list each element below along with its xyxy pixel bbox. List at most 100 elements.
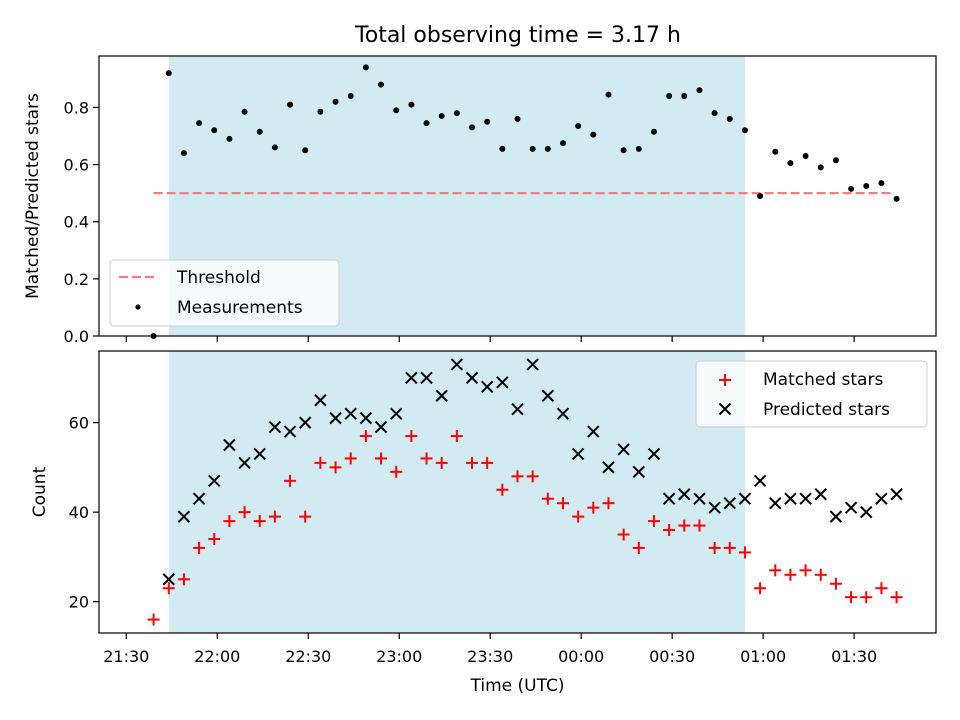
predicted-star-point — [723, 496, 736, 510]
y-tick-label: 60 — [69, 414, 89, 433]
predicted-star-point — [814, 488, 827, 501]
x-tick-label: 22:30 — [285, 647, 331, 666]
measurement-point — [453, 110, 460, 117]
marker-stroke — [177, 510, 191, 523]
marker-stroke — [829, 510, 843, 523]
matched-star-point — [223, 515, 236, 528]
measurement-point — [635, 145, 642, 152]
predicted-star-point — [253, 447, 266, 461]
matched-star-point — [663, 524, 676, 537]
y-tick-label: 0.2 — [64, 270, 89, 289]
measurement-point — [287, 101, 294, 108]
measurement-point — [514, 115, 521, 122]
predicted-star-point — [405, 371, 418, 385]
measurement-point — [529, 145, 536, 152]
legend-threshold-label: Threshold — [176, 268, 261, 288]
measurement-point — [423, 120, 430, 127]
predicted-star-point — [799, 492, 812, 505]
measurement-point — [741, 127, 748, 134]
y-axis-label: Matched/Predicted stars — [23, 93, 43, 299]
matched-star-point — [814, 568, 827, 581]
matched-star-point — [541, 492, 554, 505]
matched-star-point — [708, 541, 721, 554]
marker-stroke — [405, 371, 418, 385]
predicted-star-point — [738, 492, 752, 505]
matched-star-point — [435, 456, 448, 469]
matched-star-point — [284, 474, 297, 487]
matched-star-point — [329, 461, 342, 474]
measurement-point — [787, 160, 794, 167]
observing-window-shade — [168, 351, 745, 633]
y-tick-label: 0.8 — [64, 98, 89, 117]
predicted-star-point — [268, 420, 282, 434]
predicted-star-point — [223, 438, 236, 452]
y-tick-label: 0.4 — [64, 213, 89, 232]
marker-stroke — [511, 402, 524, 416]
predicted-star-point — [678, 488, 691, 501]
measurement-point — [302, 147, 309, 154]
measurement-point — [484, 118, 491, 125]
marker-stroke — [799, 492, 812, 505]
marker-stroke — [844, 501, 858, 514]
marker-stroke — [238, 456, 251, 470]
marker-stroke — [541, 389, 555, 402]
predicted-star-point — [450, 358, 464, 371]
matched-star-point — [162, 582, 175, 595]
marker-stroke — [359, 411, 373, 425]
x-tick-label: 23:00 — [376, 647, 422, 666]
measurement-points — [150, 64, 900, 339]
marker-stroke — [420, 371, 433, 385]
measurement-point — [271, 144, 278, 151]
predicted-star-point — [283, 425, 297, 438]
y-tick-label: 0.0 — [64, 327, 89, 346]
predicted-star-point — [602, 461, 615, 474]
shaded-span — [168, 351, 745, 633]
matched-star-point — [556, 497, 569, 510]
x-tick-label: 00:00 — [558, 647, 604, 666]
measurement-point — [848, 185, 855, 192]
matched-star-point — [602, 497, 615, 510]
matched-star-point — [875, 582, 888, 595]
measurement-point — [559, 140, 566, 147]
marker-stroke — [435, 389, 448, 402]
x-tick-label: 00:30 — [649, 647, 695, 666]
predicted-star-point — [844, 501, 858, 514]
predicted-star-point — [314, 394, 327, 407]
predicted-star-point — [829, 510, 843, 523]
marker-stroke — [526, 358, 539, 371]
marker-stroke — [223, 438, 236, 452]
predicted-star-point — [617, 443, 630, 456]
marker-stroke — [708, 501, 721, 514]
marker-stroke — [784, 492, 797, 505]
matched-star-point — [450, 430, 463, 443]
marker-stroke — [329, 411, 342, 425]
matched-star-point — [860, 591, 873, 604]
predicted-star-point — [632, 465, 646, 479]
matched-star-point — [193, 541, 206, 554]
marker-stroke — [693, 492, 706, 505]
measurement-point — [362, 64, 369, 71]
marker-stroke — [192, 492, 206, 505]
matched-star-point — [632, 541, 645, 554]
measurement-point — [469, 124, 476, 131]
measurement-point — [211, 127, 218, 134]
matched-star-point — [420, 452, 433, 465]
marker-stroke — [283, 425, 297, 438]
matched-star-point — [587, 501, 600, 514]
legend-predicted-swatch — [718, 402, 732, 416]
predicted-star-point — [769, 496, 782, 510]
marker-stroke — [718, 402, 732, 416]
matched-star-point — [147, 613, 160, 626]
marker-stroke — [632, 465, 646, 479]
marker-stroke — [374, 420, 388, 434]
predicted-star-point — [708, 501, 721, 514]
plot-frame — [98, 55, 937, 337]
matched-star-point — [314, 456, 327, 469]
marker-stroke — [465, 371, 479, 385]
legend-measurement-swatch — [135, 304, 141, 310]
predicted-star-point — [890, 488, 903, 501]
matched-star-point — [784, 568, 797, 581]
matched-star-point — [572, 510, 585, 523]
measurement-point — [772, 148, 779, 155]
marker-stroke — [769, 496, 782, 510]
